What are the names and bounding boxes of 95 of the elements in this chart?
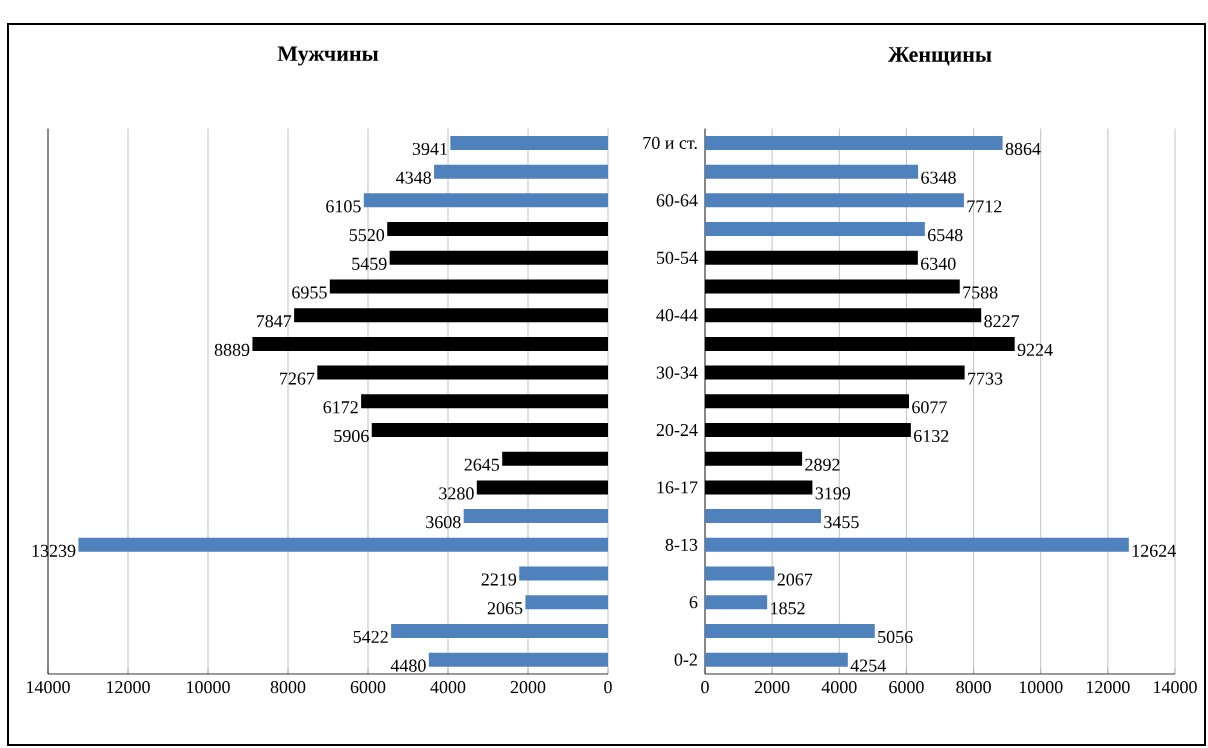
data-label: 7588 [963, 286, 998, 299]
y-tick-label: 20-24 [656, 423, 698, 437]
bar [525, 595, 608, 610]
data-label: 6348 [921, 171, 956, 184]
data-label: 6172 [323, 401, 358, 414]
data-label: 6340 [921, 257, 956, 270]
bar [363, 193, 608, 208]
chart-title: Мужчины [277, 46, 379, 66]
bar [389, 250, 608, 265]
bar [705, 595, 768, 610]
bar [434, 164, 608, 179]
x-tick-label: 6000 [889, 681, 924, 694]
data-label: 6077 [912, 401, 947, 414]
data-label: 6955 [292, 286, 327, 299]
bar [502, 451, 608, 466]
bar [317, 365, 608, 380]
bar [705, 537, 1129, 552]
bar [705, 623, 875, 638]
data-label: 2065 [487, 602, 523, 615]
data-label: 7733 [968, 372, 1003, 385]
x-tick-label: 14000 [1154, 681, 1197, 694]
data-label: 3941 [412, 142, 447, 156]
bar [294, 308, 608, 323]
data-label: 2067 [777, 573, 813, 586]
bar [78, 537, 608, 552]
data-label: 7712 [967, 200, 1002, 213]
data-label: 2892 [805, 458, 840, 471]
y-tick-label: 8-13 [665, 538, 698, 551]
data-label: 4254 [850, 659, 886, 672]
data-label: 3199 [815, 487, 851, 500]
bar [705, 135, 1003, 150]
x-tick-label: 4000 [430, 681, 466, 694]
x-tick-label: 2000 [754, 681, 790, 694]
data-label: 6548 [928, 228, 963, 242]
bar [450, 135, 608, 150]
data-label: 5459 [352, 257, 387, 270]
data-label: 8864 [1005, 142, 1041, 156]
bar [329, 279, 608, 294]
data-label: 6105 [326, 200, 361, 213]
data-label: 5422 [353, 630, 388, 643]
x-tick-label: 4000 [821, 681, 857, 694]
bar [519, 566, 608, 581]
x-tick-label: 10000 [1019, 681, 1063, 694]
x-tick-label: 0 [701, 681, 709, 694]
bar [476, 480, 608, 495]
bar [428, 652, 608, 667]
bar [387, 222, 608, 237]
data-label: 5906 [334, 429, 369, 443]
x-tick-label: 8000 [270, 681, 306, 694]
data-label: 2219 [481, 573, 517, 586]
x-tick-label: 2000 [510, 681, 546, 694]
data-label: 8227 [984, 315, 1020, 328]
bar [705, 193, 964, 208]
data-label: 9224 [1017, 343, 1053, 356]
y-tick-label: 50-54 [656, 251, 698, 264]
y-tick-label: 70 и ст. [643, 136, 697, 150]
data-label: 6132 [914, 429, 949, 443]
bar [371, 423, 608, 437]
bar [391, 623, 608, 638]
y-tick-label: 40-44 [656, 309, 698, 322]
data-label: 12624 [1132, 544, 1176, 557]
bar [463, 509, 608, 524]
data-label: 5520 [349, 228, 385, 242]
data-label: 7267 [280, 372, 315, 385]
bar [705, 509, 821, 524]
data-label: 1852 [771, 602, 805, 615]
bar [361, 394, 608, 409]
bar [252, 336, 608, 351]
y-tick-label: 6 [689, 596, 698, 609]
bar [705, 652, 848, 667]
data-label: 13239 [32, 544, 76, 557]
data-label: 8889 [214, 343, 250, 356]
data-label: 3608 [426, 516, 461, 529]
bar [705, 164, 919, 179]
x-tick-label: 6000 [350, 681, 386, 694]
bar [705, 566, 775, 581]
y-tick-label: 60-64 [656, 194, 698, 207]
y-tick-label: 30-34 [656, 366, 698, 379]
x-tick-label: 12000 [107, 681, 150, 694]
data-label: 7847 [256, 315, 292, 328]
x-tick-label: 10000 [187, 681, 230, 694]
data-label: 3280 [439, 487, 474, 500]
bar [705, 222, 925, 237]
y-tick-label: 16-17 [657, 481, 698, 494]
data-label: 2645 [464, 458, 500, 471]
chart-title: Женщины [887, 47, 992, 66]
data-label: 4348 [396, 171, 431, 184]
data-label: 4480 [390, 659, 426, 672]
x-tick-label: 8000 [956, 681, 991, 694]
data-label: 3455 [824, 516, 859, 529]
y-tick-label: 0-2 [674, 653, 697, 666]
x-tick-label: 12000 [1086, 681, 1130, 694]
data-label: 5056 [878, 630, 913, 644]
x-tick-label: 14000 [27, 681, 70, 694]
x-tick-label: 0 [604, 681, 612, 694]
